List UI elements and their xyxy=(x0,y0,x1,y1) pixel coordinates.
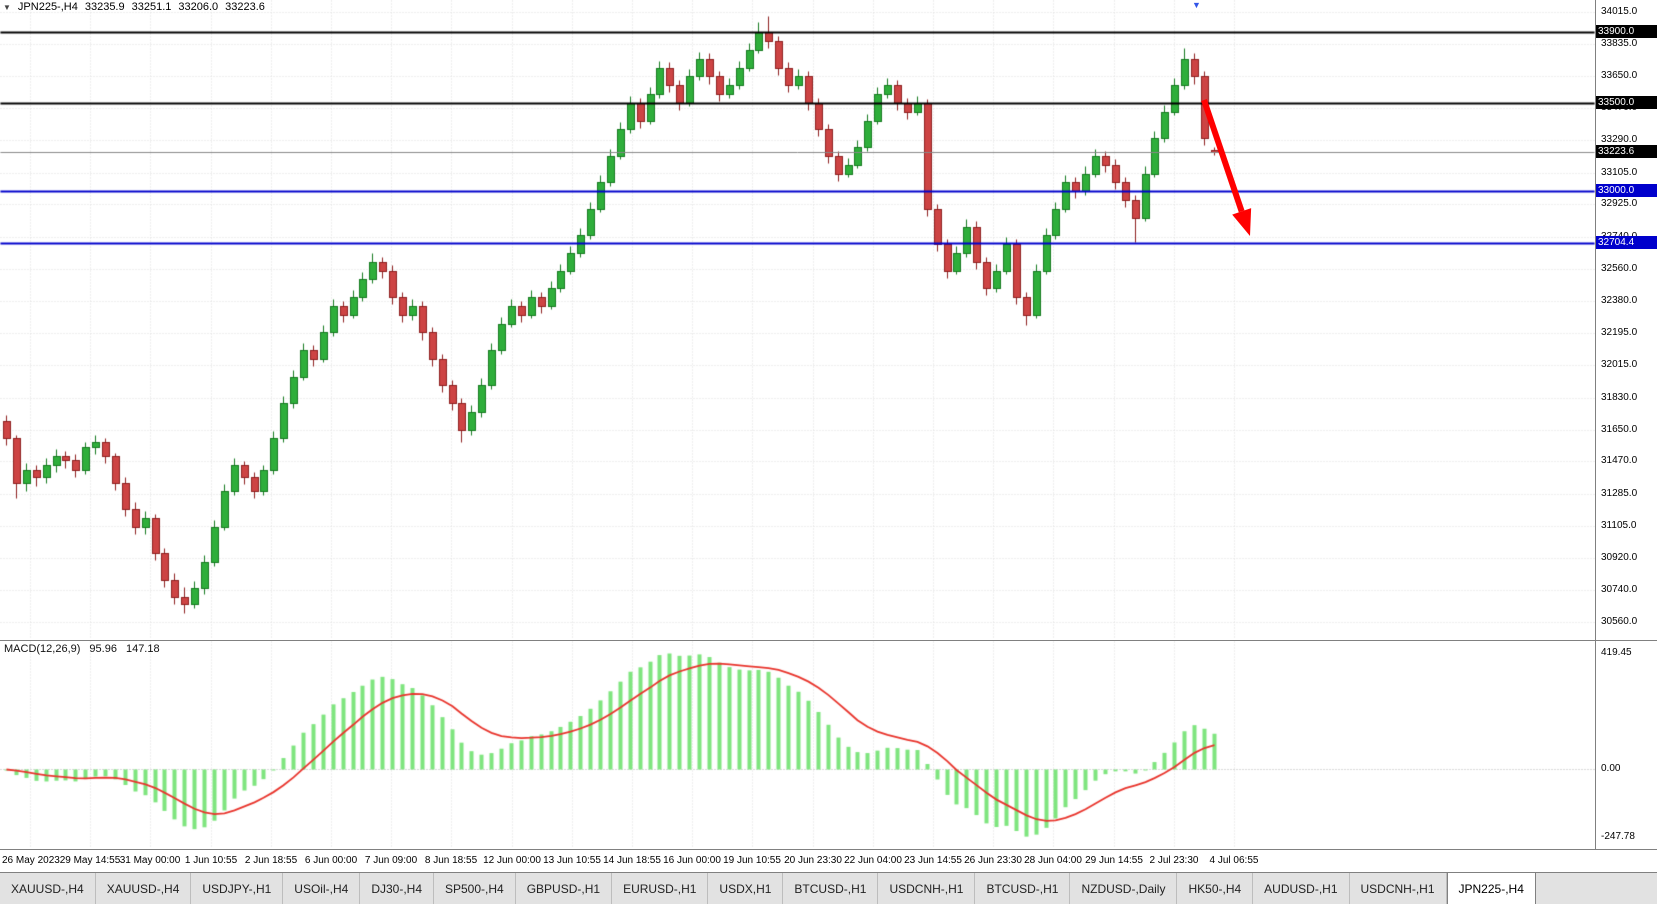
macd-signal-value: 147.18 xyxy=(125,643,160,655)
time-axis-label: 20 Jun 23:30 xyxy=(784,855,842,866)
chart-tab[interactable]: GBPUSD-,H1 xyxy=(516,873,613,904)
macd-main-value: 95.96 xyxy=(89,643,117,655)
macd-timeaxis-separator xyxy=(0,849,1657,850)
timeaxis-tabbar-separator xyxy=(0,872,1657,873)
chart-tab[interactable]: USDX,H1 xyxy=(708,873,784,904)
time-axis-label: 28 Jun 04:00 xyxy=(1024,855,1082,866)
price-axis-label: 30740.0 xyxy=(1601,584,1638,595)
price-chart-canvas[interactable] xyxy=(0,0,1595,640)
chart-tab[interactable]: BTCUSD-,H1 xyxy=(783,873,879,904)
ohlc-low-value: 33206.0 xyxy=(178,1,219,13)
time-axis-label: 29 Jun 14:55 xyxy=(1085,855,1143,866)
price-axis-label: 31470.0 xyxy=(1601,455,1638,466)
collapse-triangle-icon[interactable]: ▼ xyxy=(3,2,11,12)
price-axis-label: 32195.0 xyxy=(1601,327,1638,338)
time-axis-label: 12 Jun 00:00 xyxy=(483,855,541,866)
time-axis-label: 7 Jun 09:00 xyxy=(364,855,418,866)
time-axis-label: 8 Jun 18:55 xyxy=(424,855,478,866)
time-axis-label: 14 Jun 18:55 xyxy=(603,855,661,866)
chart-tab[interactable]: HK50-,H4 xyxy=(1177,873,1254,904)
time-axis-label: 6 Jun 00:00 xyxy=(304,855,358,866)
chart-tab[interactable]: DJ30-,H4 xyxy=(360,873,434,904)
time-axis[interactable]: 26 May 2023 29 May 14:55 31 May 00:00 1 Jun… xyxy=(0,850,1657,872)
chart-tab-bar: XAUUSD-,H4 XAUUSD-,H4 USDJPY-,H1 USOil-,H4 D… xyxy=(0,873,1657,904)
chart-tab[interactable]: XAUUSD-,H4 xyxy=(96,873,192,904)
price-axis-label: 33835.0 xyxy=(1601,38,1638,49)
price-axis-label: 32380.0 xyxy=(1601,295,1638,306)
time-axis-label: 23 Jun 14:55 xyxy=(904,855,962,866)
price-axis-label: 32015.0 xyxy=(1601,359,1638,370)
chart-tab[interactable]: JPN225-,H4 xyxy=(1446,873,1536,904)
price-axis-label: 33650.0 xyxy=(1601,70,1638,81)
price-axis-label: 33105.0 xyxy=(1601,167,1638,178)
ohlc-high-value: 33251.1 xyxy=(131,1,172,13)
price-axis-label: 31830.0 xyxy=(1601,392,1638,403)
price-level-tag: 32704.4 xyxy=(1596,236,1657,249)
macd-params-label: MACD(12,26,9) xyxy=(4,643,81,655)
macd-axis-label: 419.45 xyxy=(1601,647,1632,658)
chart-macd-separator[interactable] xyxy=(0,640,1657,641)
macd-header: MACD(12,26,9) 95.96 147.18 xyxy=(4,643,160,655)
price-axis-label: 32560.0 xyxy=(1601,263,1638,274)
ohlc-close-value: 33223.6 xyxy=(225,1,265,13)
chart-tab[interactable]: NZDUSD-,Daily xyxy=(1070,873,1178,904)
price-axis-label: 31650.0 xyxy=(1601,424,1638,435)
time-axis-label: 1 Jun 10:55 xyxy=(184,855,238,866)
time-axis-label: 2 Jun 18:55 xyxy=(244,855,298,866)
macd-canvas[interactable] xyxy=(0,641,1595,849)
chart-tab[interactable]: USDCNH-,H1 xyxy=(878,873,976,904)
time-axis-label: 26 Jun 23:30 xyxy=(964,855,1022,866)
price-axis[interactable]: 34015.033835.033650.033470.033290.033105… xyxy=(1595,0,1657,850)
chart-symbol-label: JPN225-,H4 xyxy=(17,1,78,13)
time-axis-label: 13 Jun 10:55 xyxy=(543,855,601,866)
time-axis-label: 19 Jun 10:55 xyxy=(723,855,781,866)
chart-tab[interactable]: AUDUSD-,H1 xyxy=(1253,873,1350,904)
price-level-tag: 33900.0 xyxy=(1596,25,1657,38)
time-axis-label: 26 May 2023 xyxy=(2,855,60,866)
price-axis-label: 31105.0 xyxy=(1601,520,1637,531)
chart-tab[interactable]: BTCUSD-,H1 xyxy=(975,873,1071,904)
price-axis-label: 33290.0 xyxy=(1601,134,1638,145)
price-axis-label: 34015.0 xyxy=(1601,6,1638,17)
price-axis-label: 30920.0 xyxy=(1601,552,1638,563)
chart-tab[interactable]: USDJPY-,H1 xyxy=(191,873,284,904)
ohlc-open-value: 33235.9 xyxy=(84,1,125,13)
chart-tab[interactable]: XAUUSD-,H4 xyxy=(0,873,96,904)
chart-ohlc-header: ▼ JPN225-,H4 33235.9 33251.1 33206.0 332… xyxy=(3,1,265,13)
price-axis-label: 32925.0 xyxy=(1601,198,1638,209)
price-level-tag: 33000.0 xyxy=(1596,184,1657,197)
price-axis-label: 30560.0 xyxy=(1601,616,1638,627)
chart-object-marker-icon[interactable]: ▼ xyxy=(1192,0,1201,10)
price-level-tag: 33223.6 xyxy=(1596,145,1657,158)
chart-tab[interactable]: EURUSD-,H1 xyxy=(612,873,709,904)
time-axis-label: 2 Jul 23:30 xyxy=(1149,855,1199,866)
price-chart-pane[interactable]: ▼ JPN225-,H4 33235.9 33251.1 33206.0 332… xyxy=(0,0,1595,640)
time-axis-label: 29 May 14:55 xyxy=(59,855,121,866)
chart-tab[interactable]: SP500-,H4 xyxy=(434,873,516,904)
chart-tab[interactable]: USDCNH-,H1 xyxy=(1350,873,1447,904)
time-axis-label: 22 Jun 04:00 xyxy=(844,855,902,866)
time-axis-label: 16 Jun 00:00 xyxy=(663,855,721,866)
time-axis-label: 31 May 00:00 xyxy=(119,855,181,866)
macd-indicator-pane[interactable]: MACD(12,26,9) 95.96 147.18 xyxy=(0,641,1595,849)
price-level-tag: 33500.0 xyxy=(1596,96,1657,109)
macd-axis-label: -247.78 xyxy=(1601,831,1635,842)
price-axis-label: 31285.0 xyxy=(1601,488,1638,499)
macd-axis-label: 0.00 xyxy=(1601,763,1621,774)
chart-tab[interactable]: USOil-,H4 xyxy=(283,873,361,904)
time-axis-label: 4 Jul 06:55 xyxy=(1209,855,1259,866)
